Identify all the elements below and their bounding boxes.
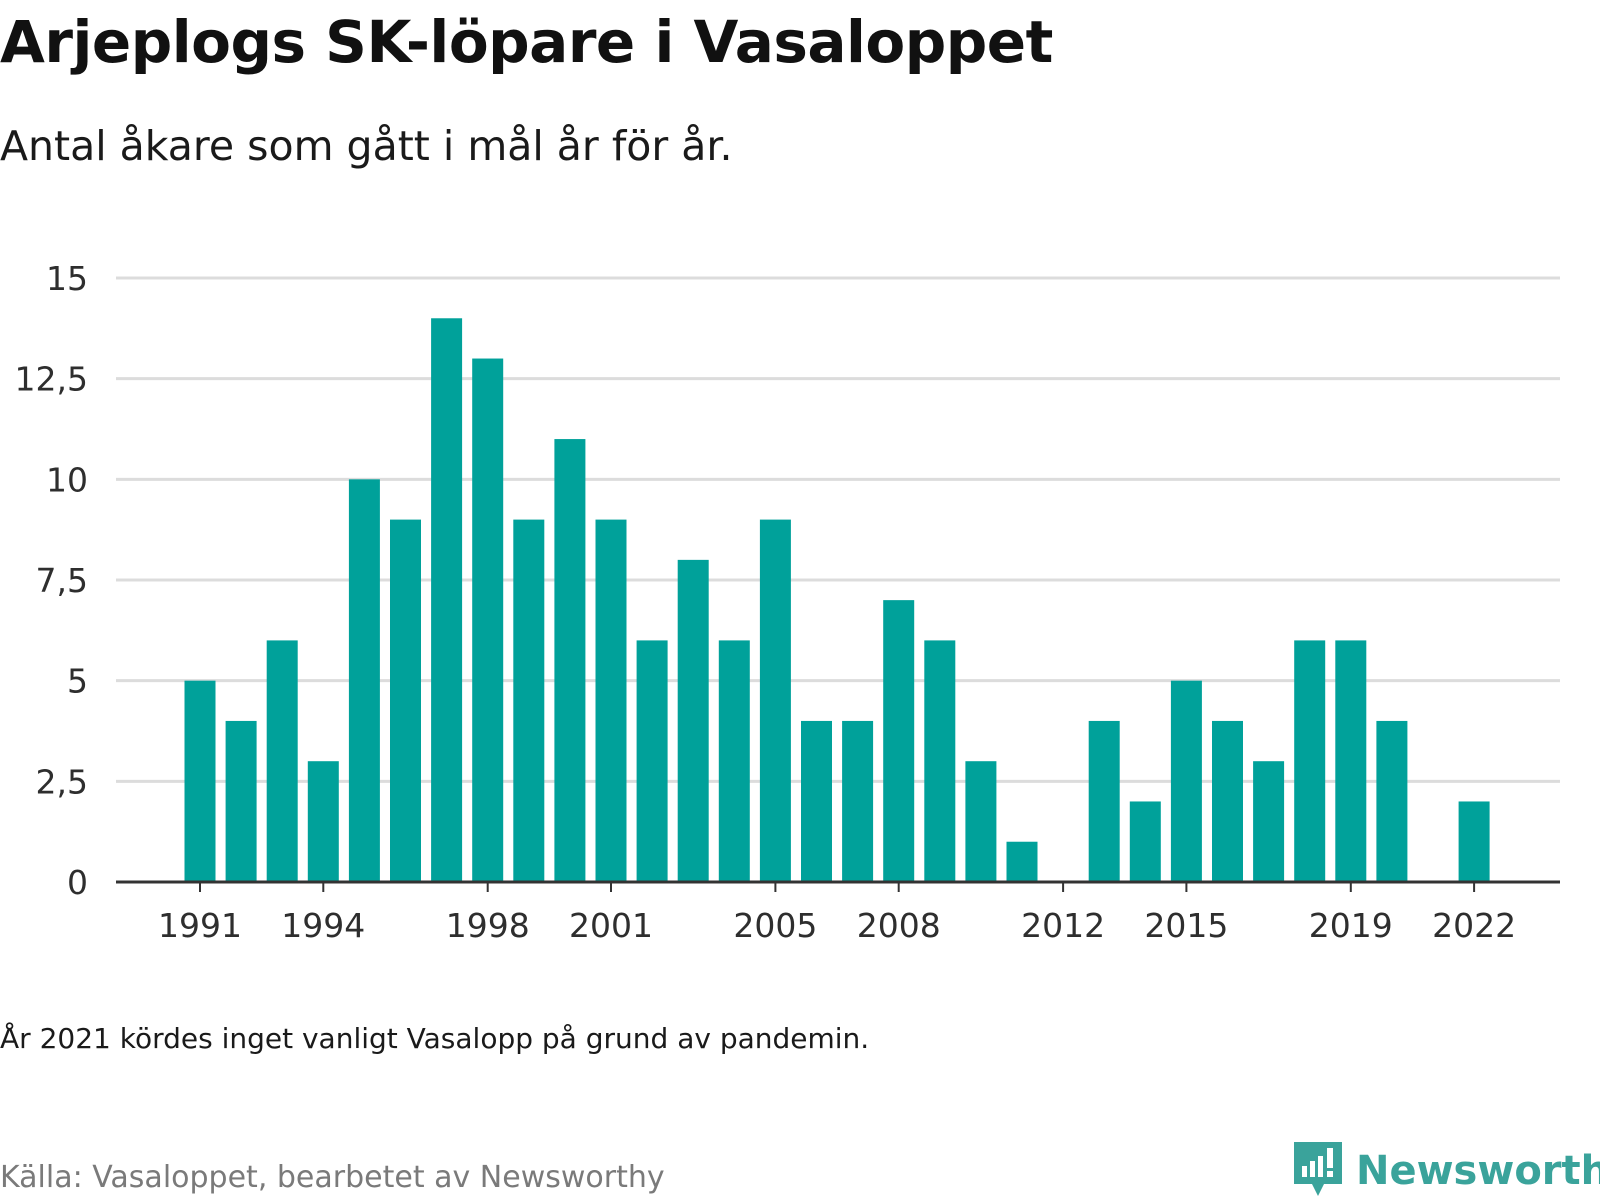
source-credit: Källa: Vasaloppet, bearbetet av Newswort… [0,1160,665,1195]
x-tick-label: 2015 [1144,906,1228,945]
bar-2008 [883,600,915,882]
y-tick-label: 0 [67,863,88,902]
bar-chart: 0 2,5 5 7,5 10 12,5 15 1991 1994 1998 2001 2005 2008… [15,259,1560,945]
x-tick-label: 2005 [733,906,817,945]
bar-1999 [513,519,545,882]
bar-2015 [1170,680,1202,882]
bar-2016 [1212,720,1243,882]
bar-2009 [924,640,956,882]
y-tick-label: 5 [67,662,88,701]
bar-2003 [677,559,709,882]
x-tick-label: 1998 [446,906,530,945]
chart-title: Arjeplogs SK-löpare i Vasaloppet [0,8,1053,76]
bar-1995 [348,479,380,882]
bar-1998 [472,358,504,882]
bar-2014 [1129,801,1161,882]
brand-logo[interactable]: Newsworthy [1292,1140,1600,1202]
x-tick-label: 2008 [857,906,941,945]
x-tick-label: 2001 [569,906,653,945]
x-tick-label: 1994 [281,906,365,945]
bar-2006 [801,720,832,882]
footnote: År 2021 kördes inget vanligt Vasalopp på… [0,1022,870,1055]
y-tick-label: 2,5 [36,762,88,801]
bar-2001 [595,519,627,882]
chart-subtitle: Antal åkare som gått i mål år för år. [0,122,733,170]
x-tick-label: 2012 [1021,906,1105,945]
x-tick-label: 2022 [1432,906,1516,945]
bars [184,318,1490,882]
brand-name: Newsworthy [1356,1148,1600,1194]
bar-1992 [225,720,257,882]
bar-2018 [1294,640,1326,882]
bar-2002 [636,640,668,882]
bar-2011 [1006,841,1038,882]
x-tick-label: 1991 [158,906,242,945]
bar-1993 [266,640,298,882]
x-tick-label: 2019 [1309,906,1393,945]
bar-1991 [184,680,216,882]
bar-chart-speech-bubble-icon [1292,1140,1344,1202]
y-tick-label: 7,5 [36,561,88,600]
bar-2013 [1088,720,1120,882]
bar-1996 [390,519,421,882]
bar-2017 [1253,761,1285,882]
axes: 0 2,5 5 7,5 10 12,5 15 1991 1994 1998 2001 2005 2008… [15,259,1560,945]
bar-2022 [1458,801,1490,882]
bar-1994 [307,761,339,882]
y-tick-label: 15 [46,259,88,298]
bar-2020 [1376,720,1408,882]
y-tick-label: 10 [46,460,88,499]
bar-2005 [759,519,791,882]
bar-2010 [965,761,997,882]
bar-2004 [718,640,750,882]
y-tick-label: 12,5 [15,360,88,399]
bar-1997 [431,318,463,882]
bar-2019 [1335,640,1367,882]
bar-2007 [842,720,874,882]
bar-2000 [554,439,586,882]
